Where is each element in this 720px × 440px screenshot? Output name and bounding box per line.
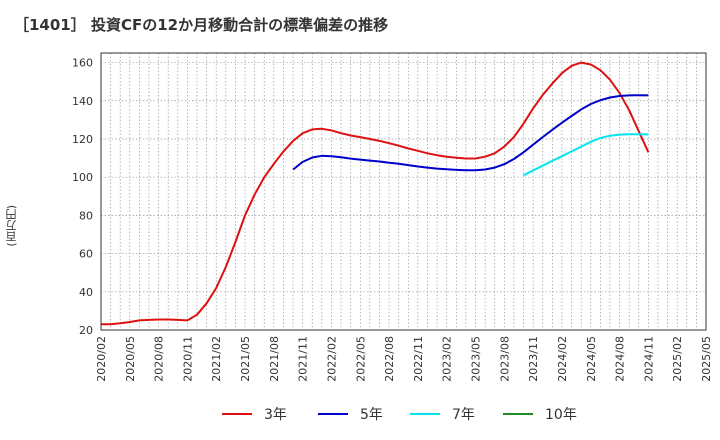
x-tick-label: 2023/08 — [498, 336, 511, 382]
x-tick-label: 2024/02 — [556, 336, 569, 382]
plot-frame — [100, 52, 707, 331]
y-tick-labels: 20 40 60 80 100 120 140 160 — [72, 57, 93, 337]
x-tick-label: 2022/05 — [354, 336, 367, 382]
y-tick-label: 120 — [72, 133, 93, 146]
x-tick-label: 2021/08 — [268, 336, 281, 382]
x-tick-label: 2021/11 — [297, 336, 310, 382]
legend-label: 5年 — [360, 407, 383, 423]
legend-item: 3年 — [222, 407, 287, 423]
x-tick-label: 2022/02 — [325, 336, 338, 382]
x-tick-label: 2023/02 — [441, 336, 454, 382]
x-tick-label: 2020/05 — [124, 336, 137, 382]
series-line-5年 — [292, 94, 649, 172]
x-tick-labels: 2020/02 2020/05 2020/08 2020/11 2021/02 2021/… — [95, 336, 713, 382]
legend: 3年 5年 7年 10年 — [222, 407, 577, 423]
series-line-3年 — [101, 61, 650, 326]
x-tick-label: 2021/05 — [239, 336, 252, 382]
x-tick-label: 2020/02 — [95, 336, 108, 382]
y-tick-label: 80 — [79, 209, 93, 222]
x-tick-label: 2020/08 — [153, 336, 166, 382]
legend-label: 10年 — [545, 407, 577, 423]
series-lines — [101, 61, 650, 326]
x-tick-label: 2021/02 — [210, 336, 223, 382]
legend-label: 3年 — [264, 407, 287, 423]
y-tick-label: 160 — [72, 57, 93, 70]
legend-item: 10年 — [503, 407, 577, 423]
y-tick-label: 40 — [79, 286, 93, 299]
x-tick-label: 2022/11 — [412, 336, 425, 382]
series-line-7年 — [523, 133, 649, 177]
x-tick-label: 2025/05 — [700, 336, 713, 382]
x-tick-label: 2022/08 — [383, 336, 396, 382]
legend-item: 5年 — [318, 407, 383, 423]
legend-label: 7年 — [452, 407, 475, 423]
y-tick-label: 100 — [72, 171, 93, 184]
x-tick-label: 2024/08 — [614, 336, 627, 382]
x-tick-label: 2023/05 — [470, 336, 483, 382]
x-tick-label: 2020/11 — [181, 336, 194, 382]
y-tick-label: 140 — [72, 95, 93, 108]
x-tick-label: 2023/11 — [527, 336, 540, 382]
x-tick-label: 2024/05 — [585, 336, 598, 382]
y-tick-label: 20 — [79, 324, 93, 337]
x-tick-label: 2025/02 — [671, 336, 684, 382]
x-tick-label: 2024/11 — [642, 336, 655, 382]
y-tick-label: 60 — [79, 248, 93, 261]
legend-item: 7年 — [410, 407, 475, 423]
chart-title: ［1401］ 投資CFの12か月移動合計の標準偏差の推移 — [14, 16, 389, 34]
grid-lines — [100, 53, 707, 331]
